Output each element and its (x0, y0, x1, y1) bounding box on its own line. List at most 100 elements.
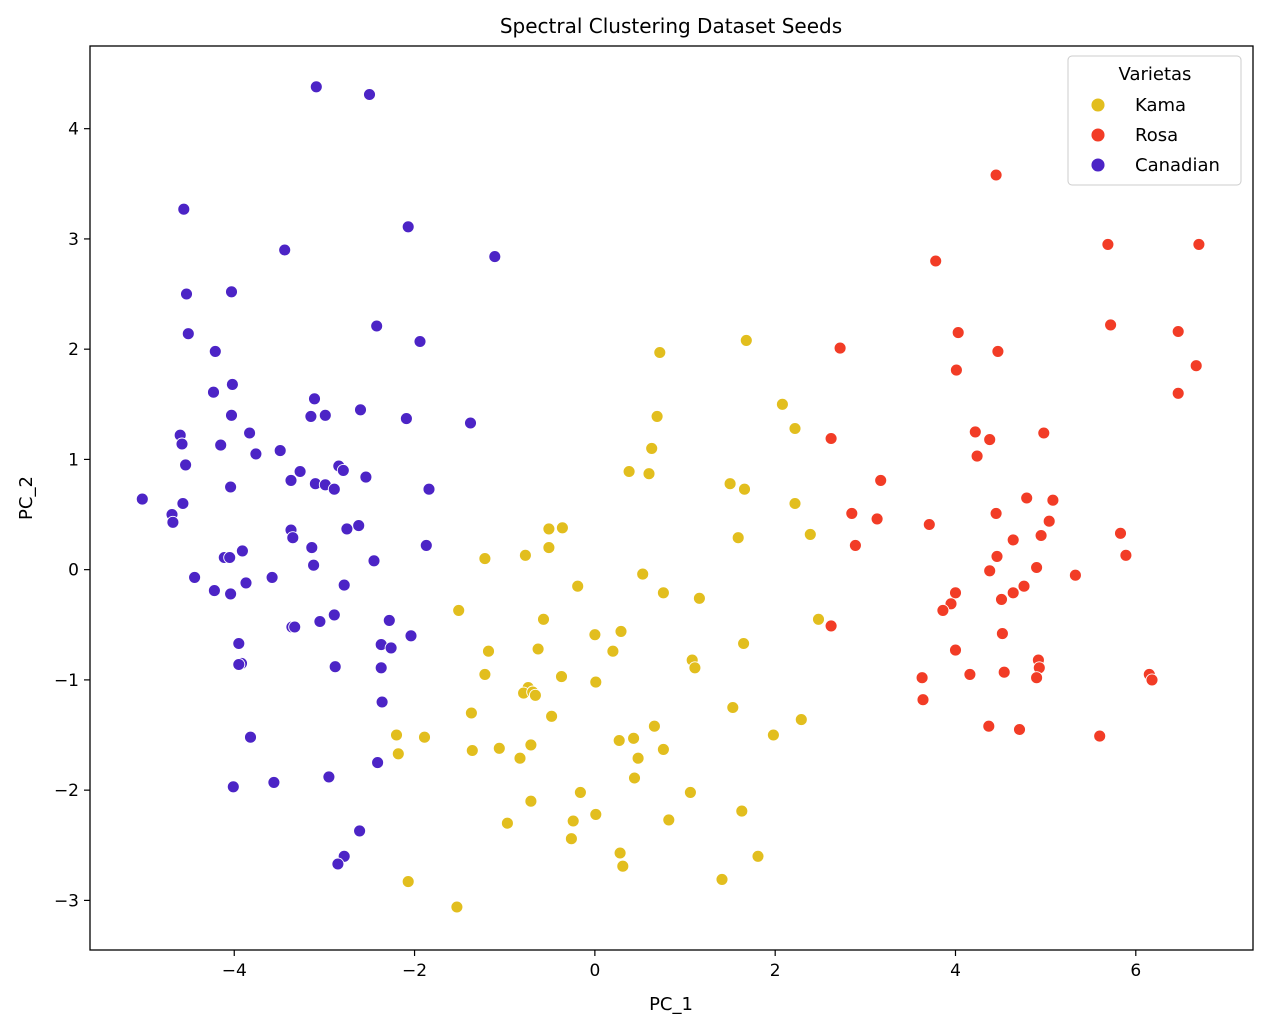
data-point (616, 859, 630, 873)
data-point (288, 620, 302, 634)
data-point (589, 675, 603, 689)
y-axis-label: PC_2 (16, 476, 37, 520)
data-point (642, 467, 656, 481)
data-point (622, 465, 636, 478)
data-point (788, 497, 802, 510)
data-point (336, 463, 350, 477)
data-point (794, 713, 808, 727)
data-point (500, 816, 514, 830)
data-point (225, 285, 238, 299)
data-point (566, 814, 580, 828)
data-point (656, 742, 670, 756)
data-point (970, 449, 984, 463)
data-point (249, 447, 263, 461)
data-point (1017, 579, 1031, 593)
y-tick-label: 4 (68, 120, 79, 140)
data-point (738, 482, 751, 496)
data-point (1171, 386, 1185, 400)
legend-item-rosa: Rosa (1090, 125, 1178, 146)
data-point (337, 578, 351, 592)
data-point (1030, 671, 1044, 685)
legend-label: Kama (1135, 95, 1186, 116)
data-point (418, 730, 431, 744)
legend-box (1067, 55, 1242, 186)
data-point (735, 804, 749, 818)
data-point (450, 900, 464, 914)
data-point (1104, 318, 1118, 332)
data-point (390, 728, 403, 742)
data-point (555, 670, 568, 684)
data-point (464, 706, 478, 720)
data-point (845, 506, 859, 520)
data-point (936, 603, 950, 617)
data-point (404, 629, 418, 643)
data-point (340, 522, 354, 536)
data-point (571, 579, 585, 593)
data-point (812, 612, 825, 626)
data-point (715, 872, 729, 886)
data-point (359, 470, 373, 484)
data-point (949, 363, 963, 377)
data-point (688, 661, 702, 675)
data-point (874, 473, 888, 487)
data-point (384, 641, 398, 655)
data-point (244, 730, 257, 744)
y-tick-label: 1 (68, 450, 79, 470)
data-point (371, 756, 385, 770)
data-point (224, 587, 238, 601)
data-point (922, 518, 936, 531)
data-point (284, 473, 298, 487)
data-point (328, 660, 342, 674)
legend-item-canadian: Canadian (1090, 155, 1220, 176)
data-point (293, 465, 307, 478)
data-point (401, 220, 415, 234)
x-tick-label: 6 (1130, 961, 1141, 981)
data-point (482, 644, 495, 658)
y-tick-label: −1 (54, 671, 79, 691)
data-point (731, 531, 745, 545)
data-point (1006, 586, 1020, 600)
data-point (833, 341, 847, 355)
series-rosa (824, 168, 1206, 743)
data-point (419, 538, 433, 552)
data-point (327, 482, 341, 496)
data-point (305, 541, 319, 555)
data-point (627, 731, 641, 745)
data-point (214, 438, 228, 452)
data-point (990, 549, 1004, 563)
data-point (352, 519, 366, 533)
data-point (949, 643, 962, 657)
legend-marker (1090, 127, 1106, 143)
data-point (232, 637, 246, 650)
data-point (1101, 237, 1115, 251)
data-point (951, 326, 965, 340)
data-point (181, 327, 195, 341)
data-point (375, 695, 389, 709)
data-point (452, 603, 466, 617)
data-point (1171, 325, 1185, 338)
data-point (636, 567, 650, 581)
data-point (528, 688, 542, 702)
data-point (309, 80, 323, 94)
data-point (1046, 493, 1060, 507)
data-point (225, 408, 238, 422)
data-point (564, 832, 578, 846)
data-point (997, 665, 1011, 679)
legend-marker (1090, 157, 1106, 173)
data-point (1068, 568, 1082, 582)
data-point (653, 346, 667, 359)
y-tick-label: −2 (54, 781, 79, 801)
data-point (239, 576, 253, 590)
data-point (313, 615, 327, 628)
series-kama (390, 333, 825, 914)
data-point (612, 734, 626, 747)
data-point (983, 433, 997, 447)
data-point (542, 522, 556, 536)
data-point (413, 335, 427, 348)
data-point (401, 875, 415, 889)
data-point (308, 392, 321, 406)
data-point (1192, 237, 1206, 251)
legend-title: Varietas (1119, 64, 1192, 85)
data-point (177, 202, 191, 216)
data-point (208, 344, 222, 358)
